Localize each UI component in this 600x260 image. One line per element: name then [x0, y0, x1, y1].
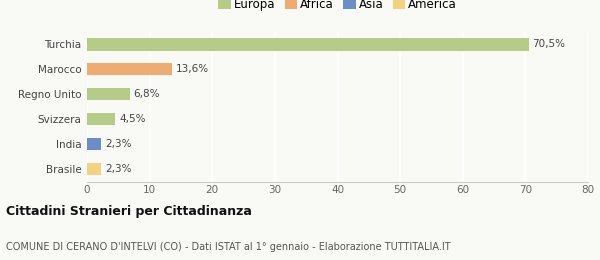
Text: 70,5%: 70,5%	[532, 39, 565, 49]
Text: 4,5%: 4,5%	[119, 114, 145, 124]
Bar	[87, 113, 115, 125]
Text: 6,8%: 6,8%	[133, 89, 160, 99]
Bar	[87, 38, 529, 50]
Text: 2,3%: 2,3%	[105, 139, 131, 149]
Bar	[87, 138, 101, 150]
Bar	[87, 163, 101, 175]
Legend: Europa, Africa, Asia, America: Europa, Africa, Asia, America	[216, 0, 459, 13]
Text: 2,3%: 2,3%	[105, 164, 131, 174]
Text: 13,6%: 13,6%	[176, 64, 209, 74]
Text: COMUNE DI CERANO D'INTELVI (CO) - Dati ISTAT al 1° gennaio - Elaborazione TUTTIT: COMUNE DI CERANO D'INTELVI (CO) - Dati I…	[6, 242, 451, 252]
Text: Cittadini Stranieri per Cittadinanza: Cittadini Stranieri per Cittadinanza	[6, 205, 252, 218]
Bar	[87, 88, 130, 100]
Bar	[87, 63, 172, 75]
